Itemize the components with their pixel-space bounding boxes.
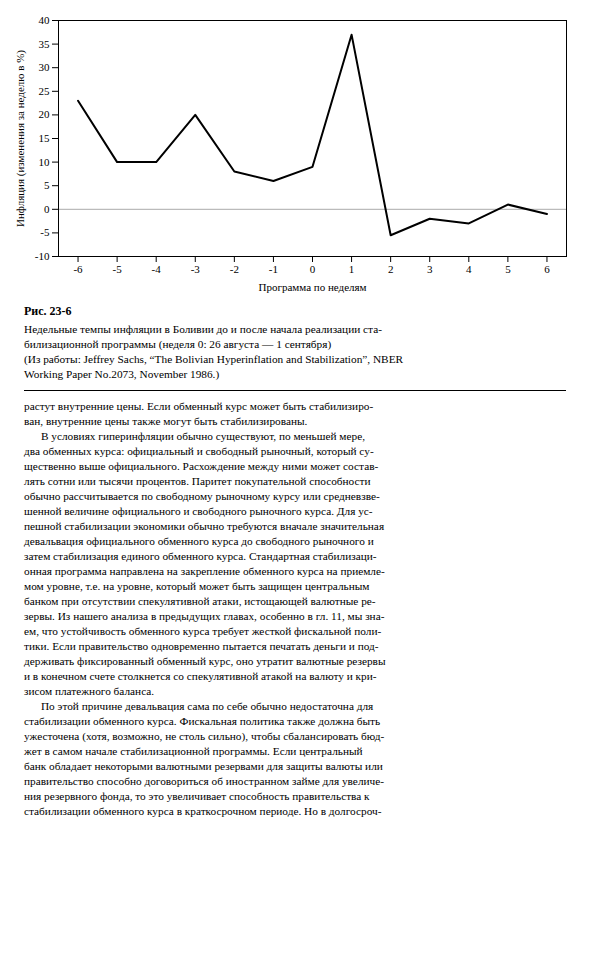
html-text:щественно выше официального. Р: щественно выше официального. Расхождение… <box>24 460 379 472</box>
svg-text:5: 5 <box>44 179 50 191</box>
html-text:билизационной программы (недел: билизационной программы (неделя 0: 26 ав… <box>24 338 332 350</box>
html-text:два обменных курса: официальны: два обменных курса: официальный и свобод… <box>24 445 374 457</box>
svg-text:0: 0 <box>310 263 316 275</box>
svg-text:20: 20 <box>39 108 51 120</box>
html-text:девальвация официального обмен: девальвация официального обменного курса… <box>24 535 374 547</box>
html-text:(Из работы: Jeffrey Sachs, “Th: (Из работы: Jeffrey Sachs, “The Bolivian… <box>24 353 404 365</box>
svg-text:-1: -1 <box>269 263 278 275</box>
svg-text:35: 35 <box>39 38 51 50</box>
svg-text:5: 5 <box>505 263 511 275</box>
svg-text:0: 0 <box>44 203 50 215</box>
svg-text:-5: -5 <box>40 226 50 238</box>
html-text:В условиях гиперинфляции обычн: В условиях гиперинфляции обычно существу… <box>24 430 365 442</box>
html-text:зисом платежного баланса.: зисом платежного баланса. <box>24 685 155 697</box>
html-text:банком при отсутствии спекулят: банком при отсутствии спекулятивной атак… <box>24 595 376 607</box>
html-text:стабилизации обменного курса в: стабилизации обменного курса в краткосро… <box>24 805 382 817</box>
svg-text:-5: -5 <box>113 263 123 275</box>
svg-text:-3: -3 <box>191 263 201 275</box>
html-text:жет в самом начале стабилизаци: жет в самом начале стабилизационной прог… <box>24 745 363 757</box>
svg-text:-6: -6 <box>73 263 83 275</box>
html-text:держивать фиксированный обменн: держивать фиксированный обменный курс, о… <box>24 655 386 667</box>
svg-text:-10: -10 <box>35 250 50 262</box>
svg-text:-4: -4 <box>152 263 162 275</box>
svg-text:15: 15 <box>39 132 51 144</box>
svg-text:6: 6 <box>544 263 550 275</box>
svg-text:2: 2 <box>388 263 394 275</box>
html-text:мом уровне, т.е. на уровне, ко: мом уровне, т.е. на уровне, который може… <box>24 580 370 592</box>
html-text:онная программа направлена на: онная программа направлена на закреплени… <box>24 565 385 577</box>
html-text:растут внутренние цены. Если о: растут внутренние цены. Если обменный ку… <box>24 400 374 412</box>
html-text:пешной стабилизации экономики: пешной стабилизации экономики обычно тре… <box>24 520 385 532</box>
html-text:Недельные темпы инфляции в Бол: Недельные темпы инфляции в Боливии до и … <box>24 323 382 335</box>
html-text:правительство способно договор: правительство способно договориться об и… <box>24 775 384 787</box>
html-text:По этой причине девальвация са: По этой причине девальвация сама по себе… <box>24 700 374 712</box>
html-text:ужесточена (хотя, возможно, не: ужесточена (хотя, возможно, не столь сил… <box>24 730 385 742</box>
html-text:шенной величине официального и: шенной величине официального и свободног… <box>24 505 373 517</box>
html-text:ем, что устойчивость обменного: ем, что устойчивость обменного курса тре… <box>24 625 382 637</box>
svg-text:Инфляция (изменения за неделю: Инфляция (изменения за неделю в %) <box>14 50 27 227</box>
html-text:ван, внутренние цены также мог: ван, внутренние цены также могут быть ст… <box>24 415 308 427</box>
html-text:банк обладает некоторыми валют: банк обладает некоторыми валютными резер… <box>24 760 383 772</box>
html-text:зервы. Из нашего анализа в пре: зервы. Из нашего анализа в предыдущих гл… <box>24 610 385 622</box>
html-text:затем стабилизация единого обм: затем стабилизация единого обменного кур… <box>24 550 377 562</box>
html-text:и в конечном счете столкнется: и в конечном счете столкнется со спекуля… <box>24 670 377 682</box>
svg-text:40: 40 <box>39 14 51 26</box>
svg-text:30: 30 <box>39 61 51 73</box>
svg-text:3: 3 <box>427 263 433 275</box>
svg-text:-2: -2 <box>230 263 239 275</box>
svg-text:1: 1 <box>349 263 355 275</box>
svg-text:4: 4 <box>466 263 472 275</box>
html-text:стабилизации обменного курса.: стабилизации обменного курса. Фискальная… <box>24 715 381 727</box>
html-text:Working Paper No.2073, Novembe: Working Paper No.2073, November 1986.) <box>24 368 220 380</box>
html-text:обычно рассчитывается по свобо: обычно рассчитывается по свободному рыно… <box>24 490 380 502</box>
html-text:лять сотни или тысячи проценто: лять сотни или тысячи процентов. Паритет… <box>24 475 371 487</box>
svg-text:Программа по неделям: Программа по неделям <box>258 281 366 293</box>
svg-text:10: 10 <box>39 156 51 168</box>
html-text:ния резервного фонда, то это у: ния резервного фонда, то это увеличивает… <box>24 790 370 802</box>
svg-text:25: 25 <box>39 85 51 97</box>
html-text:тики. Если правительство однов: тики. Если правительство одновременно пы… <box>24 640 379 652</box>
html-text:Рис. 23-6: Рис. 23-6 <box>24 304 72 318</box>
